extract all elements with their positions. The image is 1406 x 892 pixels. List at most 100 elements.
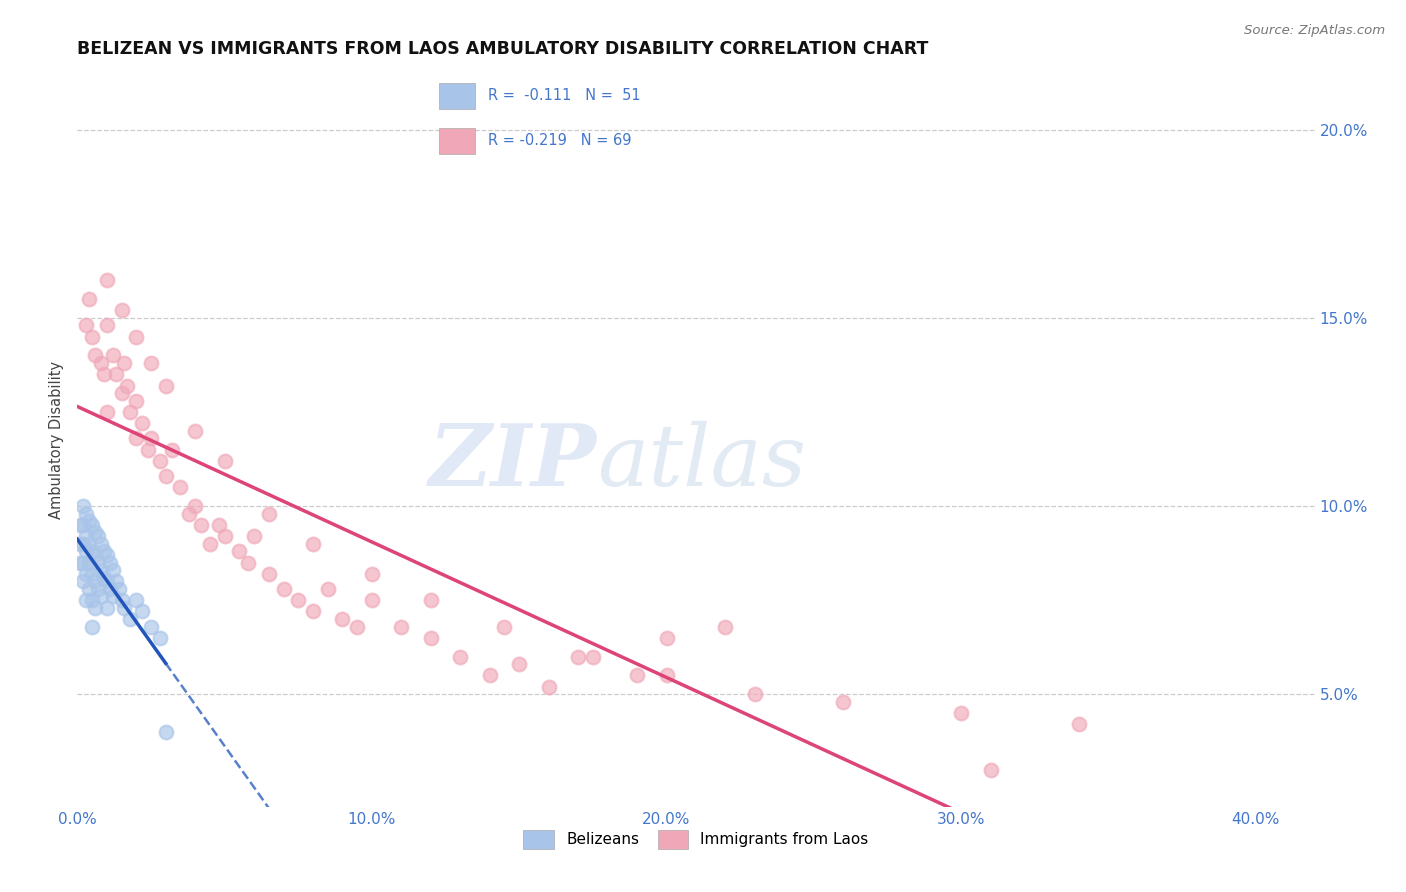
Point (96, 600, 118, 615)
Point (80, 544, 103, 558)
Point (84, 574, 107, 589)
Point (155, 725, 177, 739)
Point (120, 612, 142, 626)
Point (125, 431, 148, 445)
Point (84, 548, 107, 562)
Point (198, 537, 221, 551)
Point (101, 590, 124, 604)
Point (125, 593, 148, 607)
Point (87, 529, 110, 543)
Point (84, 349, 107, 363)
Point (1067, 717, 1090, 731)
Point (346, 619, 368, 633)
Point (980, 763, 1002, 777)
Point (98, 582, 121, 596)
Point (72, 499, 94, 513)
Text: ZIP: ZIP (429, 420, 598, 504)
Point (104, 574, 127, 589)
Point (80, 517, 103, 532)
Point (302, 605, 325, 619)
Point (273, 582, 295, 596)
Text: BELIZEAN VS IMMIGRANTS FROM LAOS AMBULATORY DISABILITY CORRELATION CHART: BELIZEAN VS IMMIGRANTS FROM LAOS AMBULAT… (77, 40, 929, 58)
Point (832, 695, 855, 709)
Point (361, 593, 384, 607)
Legend: Belizeans, Immigrants from Laos: Belizeans, Immigrants from Laos (517, 824, 875, 855)
Point (69, 556, 91, 570)
Point (77, 537, 100, 551)
Point (87, 582, 110, 596)
Point (214, 529, 236, 543)
Point (75, 529, 97, 543)
Point (478, 668, 501, 682)
Point (160, 442, 183, 457)
Point (110, 386, 132, 401)
Point (110, 303, 132, 318)
Y-axis label: Ambulatory Disability: Ambulatory Disability (49, 361, 65, 519)
Point (131, 417, 153, 431)
Point (75, 566, 97, 581)
Point (155, 469, 177, 483)
Point (93, 368, 115, 382)
Point (77, 556, 100, 570)
Point (87, 556, 110, 570)
Point (75, 507, 97, 521)
Point (655, 631, 678, 645)
Point (228, 544, 250, 558)
Point (120, 405, 142, 419)
Point (744, 687, 766, 701)
Point (101, 563, 124, 577)
Point (117, 378, 139, 392)
Point (110, 593, 132, 607)
FancyBboxPatch shape (439, 128, 475, 153)
Point (419, 631, 441, 645)
Point (257, 566, 280, 581)
Point (114, 356, 136, 370)
Point (96, 574, 118, 589)
Point (90, 563, 112, 577)
Point (101, 349, 124, 363)
Point (139, 431, 162, 445)
Point (149, 454, 172, 468)
Point (114, 600, 136, 615)
Point (96, 548, 118, 562)
Point (90, 537, 112, 551)
Point (389, 619, 412, 633)
Point (131, 605, 153, 619)
Point (80, 566, 103, 581)
Point (179, 507, 201, 521)
Point (537, 680, 560, 694)
Point (332, 612, 354, 626)
Point (77, 582, 100, 596)
Point (104, 368, 127, 382)
Text: Source: ZipAtlas.com: Source: ZipAtlas.com (1244, 24, 1385, 37)
Point (582, 649, 605, 664)
Point (184, 499, 207, 513)
Point (626, 668, 648, 682)
Point (75, 544, 97, 558)
Point (72, 574, 94, 589)
Text: R = -0.219   N = 69: R = -0.219 N = 69 (488, 133, 631, 148)
Point (361, 566, 384, 581)
Point (77, 292, 100, 306)
Point (125, 329, 148, 343)
Point (107, 582, 129, 596)
Point (69, 537, 91, 551)
Point (950, 706, 973, 720)
Point (96, 273, 118, 287)
Point (75, 593, 97, 607)
Point (190, 517, 212, 532)
Point (139, 356, 162, 370)
Point (302, 537, 325, 551)
Point (243, 529, 266, 543)
Point (655, 668, 678, 682)
Point (169, 480, 191, 494)
Point (98, 556, 121, 570)
Point (149, 631, 172, 645)
Point (80, 619, 103, 633)
Text: R =  -0.111   N =  51: R = -0.111 N = 51 (488, 88, 641, 103)
Point (494, 619, 516, 633)
Point (90, 356, 112, 370)
Point (69, 517, 91, 532)
Point (84, 525, 107, 540)
Point (257, 507, 280, 521)
